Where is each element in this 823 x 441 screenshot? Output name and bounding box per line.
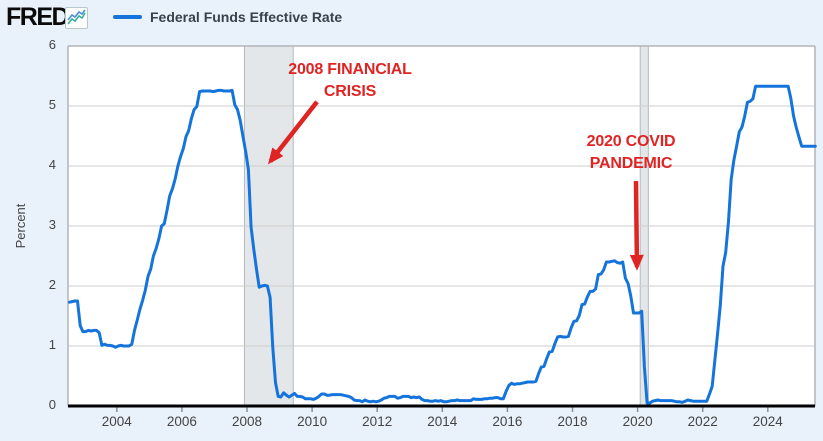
annotation-2020-covid-pandemic: 2020 COVID PANDEMIC (541, 131, 721, 175)
fred-logo-text: FRED (6, 3, 70, 31)
x-tick-label: 2014 (427, 414, 458, 429)
sparkline-icon-graphic (67, 9, 86, 25)
x-tick-label: 2004 (101, 414, 132, 429)
y-tick-label: 2 (48, 277, 56, 292)
chart-header: FRED® Federal Funds Effective Rate (0, 0, 823, 34)
y-axis-title: Percent (13, 203, 28, 249)
y-tick-label: 1 (48, 337, 56, 352)
x-tick-label: 2018 (557, 414, 588, 429)
y-tick-label: 6 (48, 37, 56, 52)
annotation-line: PANDEMIC (589, 155, 673, 172)
y-tick-label: 5 (48, 97, 56, 112)
x-tick-label: 2006 (166, 414, 197, 429)
y-tick-label: 3 (48, 217, 56, 232)
legend-series-label: Federal Funds Effective Rate (150, 9, 343, 25)
legend[interactable]: Federal Funds Effective Rate (113, 9, 342, 25)
annotation-2008-financial-crisis: 2008 FINANCIAL CRISIS (260, 59, 440, 103)
annotation-line: CRISIS (323, 83, 377, 100)
x-tick-label: 2020 (622, 414, 653, 429)
x-tick-label: 2016 (492, 414, 523, 429)
annotation-line: 2008 FINANCIAL (288, 61, 412, 78)
legend-line-swatch (113, 15, 142, 19)
sparkline-chart-icon[interactable] (65, 7, 88, 29)
y-tick-label: 4 (48, 157, 56, 172)
y-tick-label: 0 (48, 397, 56, 412)
annotation-line: 2020 COVID (586, 133, 676, 150)
x-tick-label: 2012 (362, 414, 393, 429)
x-tick-label: 2010 (297, 414, 328, 429)
x-tick-label: 2008 (231, 414, 263, 429)
x-tick-label: 2022 (687, 414, 718, 429)
x-tick-label: 2024 (752, 414, 783, 429)
